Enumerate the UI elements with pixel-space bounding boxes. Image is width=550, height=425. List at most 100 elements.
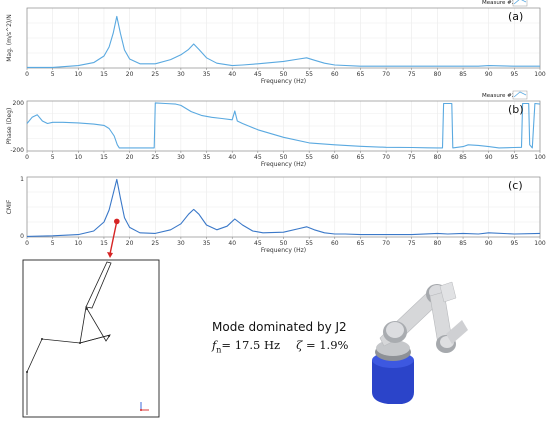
robot-wrist [446, 320, 468, 344]
selection-arrow-line [109, 221, 118, 255]
joint-dots [26, 308, 110, 373]
robot-end-effector [439, 281, 457, 303]
x-tick-label: 15 [100, 154, 108, 161]
mode-selection-annotation [107, 218, 120, 258]
x-tick-label: 70 [382, 154, 390, 161]
x-tick-label: 40 [228, 154, 236, 161]
mag-panel: 0 5 10 15 20 25 30 35 40 45 50 55 60 65 70 75 80 85 90 95 10… [6, 0, 546, 85]
y-axis-label: Phase (Deg) [6, 108, 13, 145]
x-tick-label: 15 [100, 71, 108, 78]
x-tick-label: 10 [74, 154, 82, 161]
selected-peak-marker[interactable] [114, 218, 120, 225]
x-tick-label: 0 [25, 154, 29, 161]
x-tick-label: 85 [459, 71, 467, 78]
x-tick-label: 90 [485, 154, 493, 161]
x-tick-label: 95 [511, 240, 519, 247]
damping-symbol: ζ [296, 338, 303, 352]
x-tick-label: 25 [151, 240, 159, 247]
x-tick-label: 65 [357, 240, 365, 247]
robot-arm-illustration [372, 281, 468, 404]
x-tick-label: 100 [534, 71, 546, 78]
x-tick-label: 30 [177, 240, 185, 247]
x-tick-label: 45 [254, 240, 262, 247]
legend-swatch-line [513, 0, 527, 5]
x-tick-label: 55 [305, 71, 313, 78]
y-axis-label: CMIF [6, 199, 13, 214]
x-tick-label: 60 [331, 240, 339, 247]
x-tick-label: 0 [25, 240, 29, 247]
mode-shape-frame [22, 259, 160, 418]
x-tick-label: 85 [459, 240, 467, 247]
series-line [26, 178, 541, 237]
x-tick-label: 40 [228, 240, 236, 247]
x-tick-label: 100 [534, 154, 546, 161]
x-tick-label: 75 [408, 240, 416, 247]
x-tick-label: 35 [203, 154, 211, 161]
x-tick-label: 95 [511, 154, 519, 161]
x-tick-label: 35 [203, 71, 211, 78]
x-tick-label: 50 [280, 240, 288, 247]
phase-panel: 0 5 10 15 20 25 30 35 40 45 50 55 60 65 70 75 80 85 90 95 10… [6, 90, 546, 168]
legend-label: Measure #2 [482, 0, 515, 6]
legend-label: Measure #2 [482, 93, 515, 99]
robot-stick-figure [26, 261, 112, 415]
y-axis-label: Mag. (m/s^2)/N [6, 14, 13, 62]
panel-label: (a) [508, 10, 523, 23]
y-tick-label: 1 [20, 176, 24, 183]
legend: Measure #2 [482, 0, 528, 7]
x-tick-label: 90 [485, 240, 493, 247]
x-tick-label: 5 [51, 71, 55, 78]
frequency-subscript: n [216, 345, 222, 355]
x-tick-label: 70 [382, 240, 390, 247]
panel-label: (b) [508, 103, 524, 116]
x-axis-label: Frequency (Hz) [261, 78, 306, 85]
x-tick-label: 35 [203, 240, 211, 247]
x-tick-label: 45 [254, 71, 262, 78]
x-tick-label: 60 [331, 154, 339, 161]
damping-value: = 1.9% [305, 338, 349, 352]
x-tick-label: 30 [177, 154, 185, 161]
x-tick-label: 60 [331, 71, 339, 78]
x-tick-label: 80 [434, 71, 442, 78]
x-tick-label: 80 [434, 154, 442, 161]
x-axis-label: Frequency (Hz) [261, 161, 306, 168]
x-tick-label: 55 [305, 240, 313, 247]
panel-label: (c) [508, 179, 523, 192]
y-tick-label: 200 [13, 100, 25, 107]
axis-triad-icon [140, 402, 149, 411]
x-axis-label: Frequency (Hz) [261, 247, 306, 254]
x-tick-label: 70 [382, 71, 390, 78]
x-tick-label: 55 [305, 154, 313, 161]
legend: Measure #2 [482, 90, 528, 100]
series-line [27, 15, 540, 68]
robot-base [372, 360, 414, 404]
x-tick-label: 75 [408, 71, 416, 78]
frequency-value: = 17.5 Hz [221, 338, 281, 352]
x-tick-label: 100 [534, 240, 546, 247]
series-line [26, 102, 541, 149]
frequency-symbol: f [212, 338, 217, 352]
selection-arrow-head [107, 252, 113, 258]
x-tick-label: 25 [151, 154, 159, 161]
mode-parameters: fn= 17.5 Hz ζ = 1.9% [212, 338, 348, 354]
x-tick-label: 65 [357, 71, 365, 78]
mode-shape-view [22, 259, 160, 418]
x-tick-label: 65 [357, 154, 365, 161]
x-tick-label: 10 [74, 240, 82, 247]
legend-swatch-box [512, 90, 528, 100]
x-tick-label: 20 [126, 71, 134, 78]
cmif-panel: 0 5 10 15 20 25 30 35 40 45 50 55 60 65 70 75 80 85 90 95 10… [6, 176, 546, 254]
x-tick-label: 50 [280, 71, 288, 78]
x-tick-label: 20 [126, 154, 134, 161]
mode-description: Mode dominated by J2 [212, 320, 347, 334]
x-tick-label: 75 [408, 154, 416, 161]
y-tick-label: 0 [20, 233, 24, 240]
x-tick-label: 15 [100, 240, 108, 247]
x-tick-label: 85 [459, 154, 467, 161]
x-tick-label: 40 [228, 71, 236, 78]
x-tick-label: 20 [126, 240, 134, 247]
legend-swatch-box [512, 0, 528, 7]
legend-swatch-line [513, 91, 527, 98]
x-tick-label: 80 [434, 240, 442, 247]
